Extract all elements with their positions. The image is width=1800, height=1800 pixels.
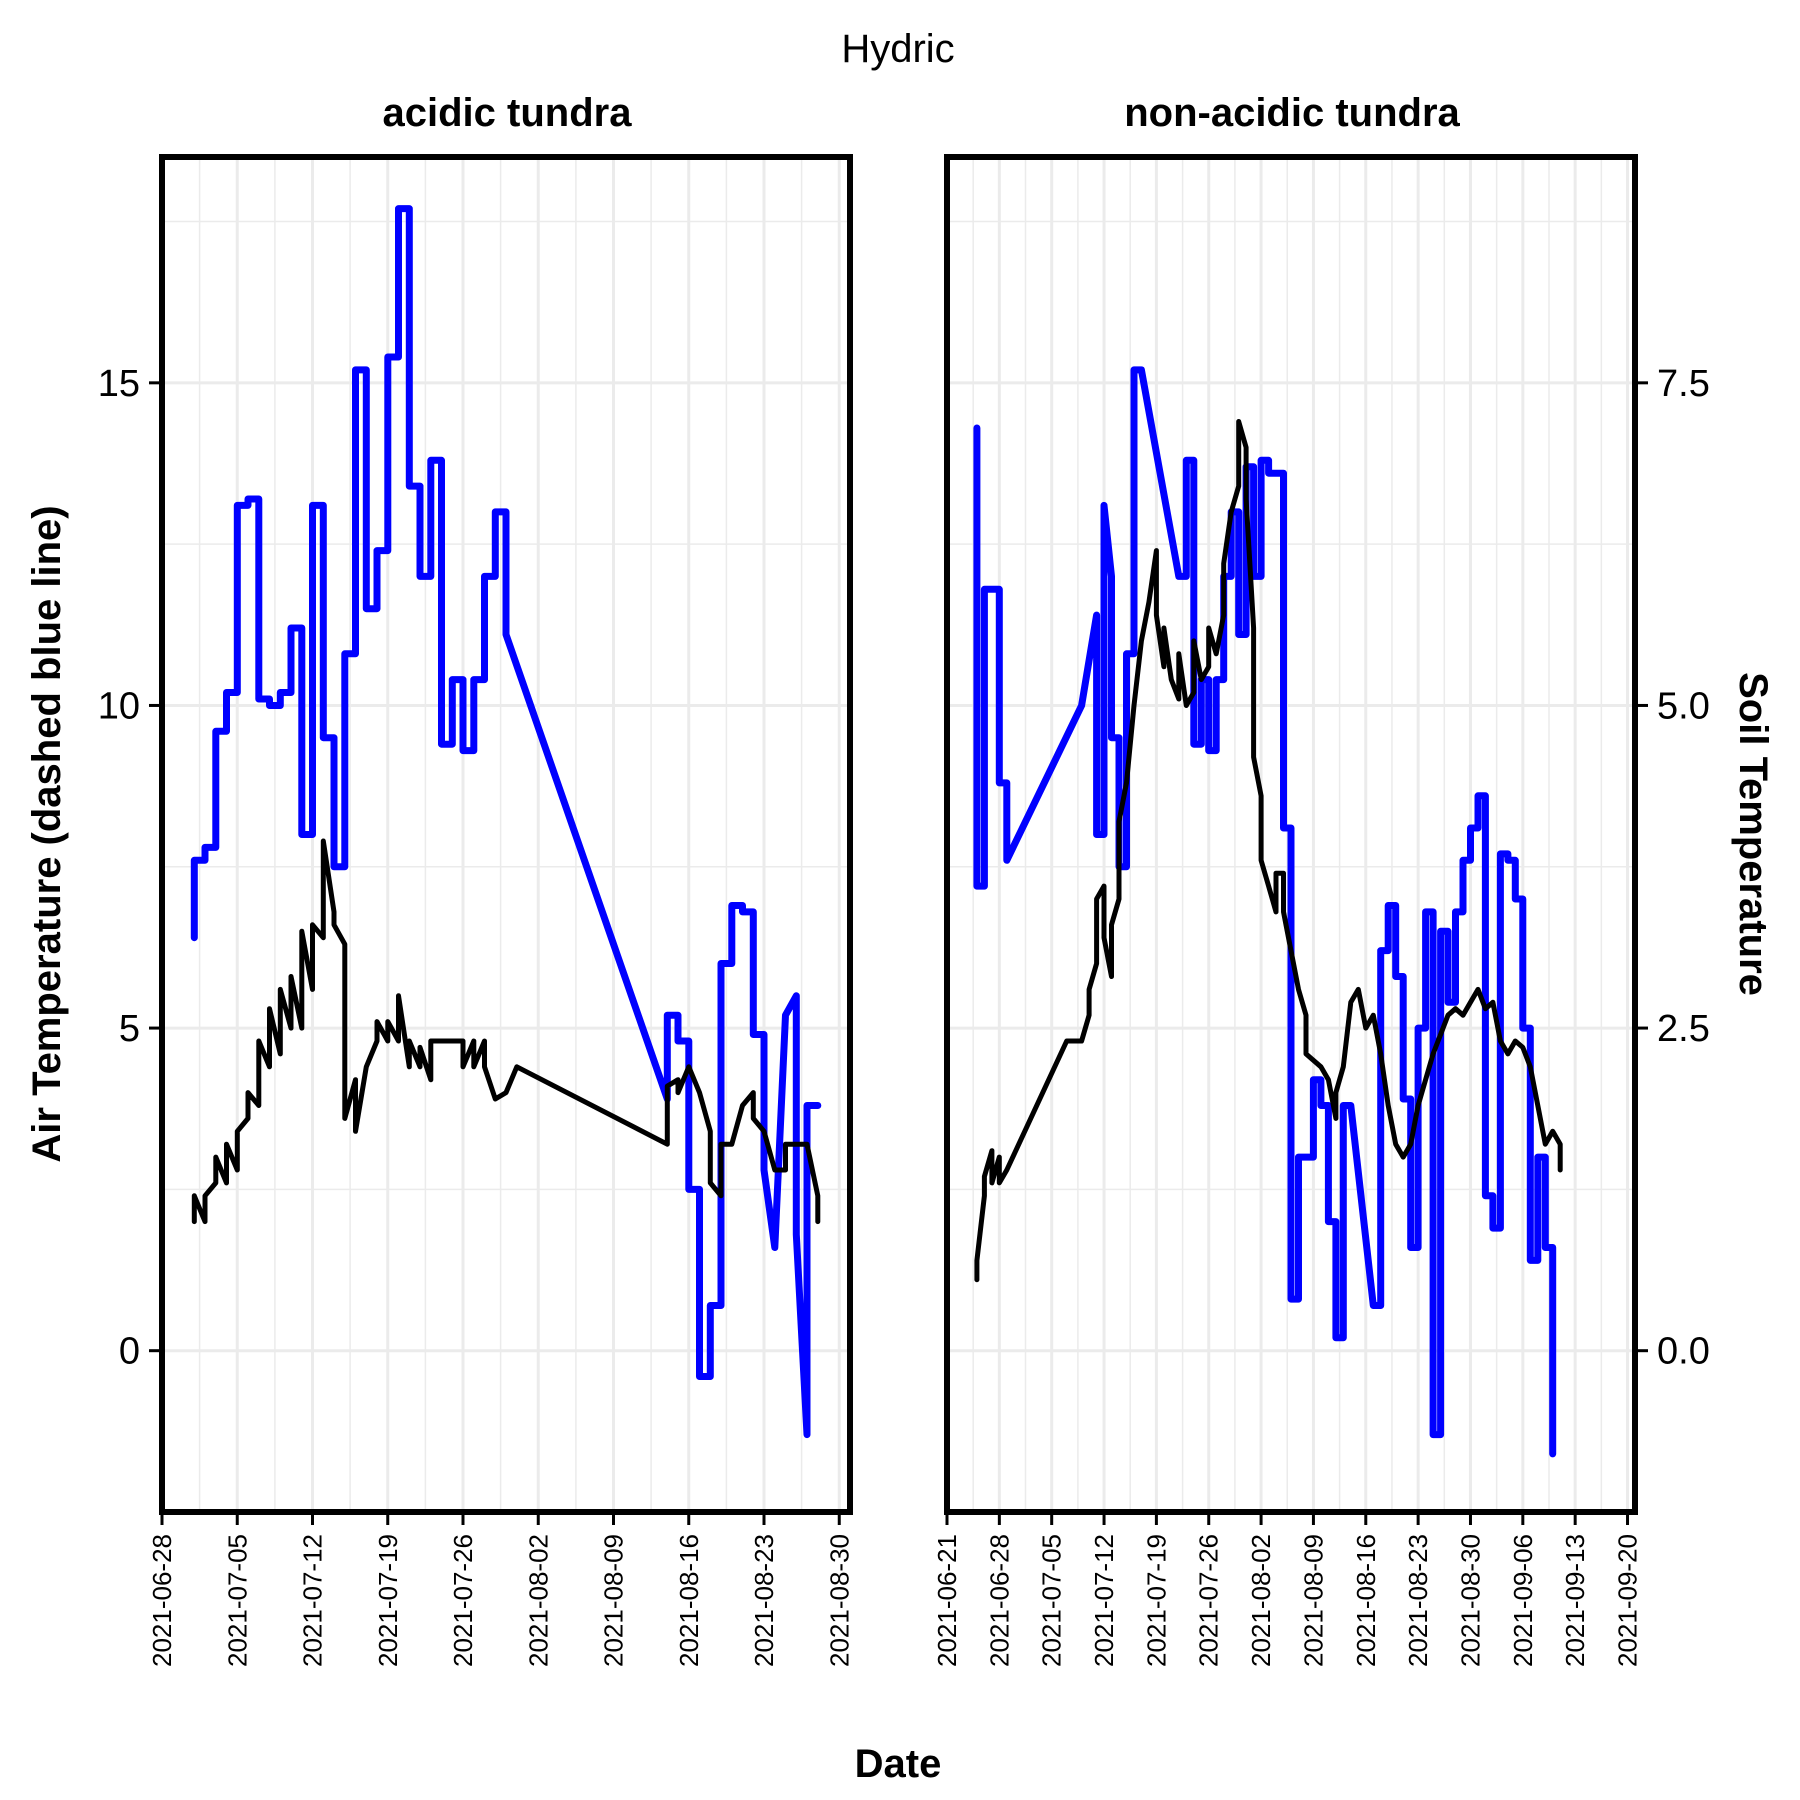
x-tick-label: 2021-06-21	[932, 1534, 962, 1667]
panel-non-acidic-x-axis: 2021-06-21 2021-06-28 2021-07-05 2021-07-12…	[932, 1515, 1643, 1667]
x-tick-label: 2021-09-13	[1560, 1534, 1590, 1667]
y2-tick-label: 2.5	[1657, 1008, 1710, 1050]
panel-acidic-series	[190, 205, 822, 1439]
x-tick-label: 2021-07-05	[1037, 1534, 1067, 1667]
x-tick-label: 2021-09-06	[1508, 1534, 1538, 1667]
y2-tick-label: 5.0	[1657, 685, 1710, 727]
x-tick-label: 2021-08-09	[599, 1534, 629, 1667]
y-tick-label: 5	[119, 1008, 140, 1050]
panel-title-acidic: acidic tundra	[383, 91, 633, 135]
panel-acidic-frame	[159, 154, 853, 1515]
x-tick-label: 2021-07-12	[298, 1534, 328, 1667]
panel-acidic-x-axis: 2021-06-28 2021-07-05 2021-07-12 2021-07-19…	[147, 1515, 854, 1667]
soil-temperature-line	[191, 838, 821, 1225]
x-tick-label: 2021-06-28	[984, 1534, 1014, 1667]
panel-non-acidic-frame	[944, 154, 1638, 1515]
x-tick-label: 2021-09-20	[1613, 1534, 1643, 1667]
x-tick-label: 2021-08-02	[1246, 1534, 1276, 1667]
x-tick-label: 2021-08-09	[1298, 1534, 1328, 1667]
left-axis-label: Air Temperature (dashed blue line)	[25, 505, 69, 1162]
air-temperature-line	[190, 205, 822, 1439]
x-tick-label: 2021-07-19	[1141, 1534, 1171, 1667]
x-tick-label: 2021-08-23	[749, 1534, 779, 1667]
y-tick-label: 0	[119, 1331, 140, 1373]
right-axis-label: Soil Temperature	[1731, 672, 1775, 996]
x-tick-label: 2021-08-30	[824, 1534, 854, 1667]
x-axis-label: Date	[855, 1742, 942, 1786]
y2-tick-label: 7.5	[1657, 363, 1710, 405]
x-tick-label: 2021-08-16	[674, 1534, 704, 1667]
x-tick-label: 2021-07-26	[448, 1534, 478, 1667]
soil-temperature-line	[974, 419, 1563, 1283]
x-tick-label: 2021-07-05	[222, 1534, 252, 1667]
panel-title-non-acidic: non-acidic tundra	[1124, 91, 1460, 135]
left-y-axis: 0 5 10 15	[98, 363, 159, 1373]
figure-title: Hydric	[841, 27, 954, 71]
y-tick-label: 10	[98, 685, 140, 727]
x-tick-label: 2021-07-12	[1089, 1534, 1119, 1667]
air-temperature-line	[973, 366, 1557, 1458]
x-tick-label: 2021-07-19	[373, 1534, 403, 1667]
x-tick-label: 2021-08-23	[1403, 1534, 1433, 1667]
y-tick-label: 15	[98, 363, 140, 405]
x-tick-label: 2021-08-16	[1351, 1534, 1381, 1667]
x-tick-label: 2021-06-28	[147, 1534, 177, 1667]
x-tick-label: 2021-08-30	[1455, 1534, 1485, 1667]
y2-tick-label: 0.0	[1657, 1331, 1710, 1373]
x-tick-label: 2021-07-26	[1194, 1534, 1224, 1667]
right-y-axis: 0.0 2.5 5.0 7.5	[1638, 363, 1710, 1373]
x-tick-label: 2021-08-02	[523, 1534, 553, 1667]
panel-non-acidic-series	[973, 366, 1563, 1458]
